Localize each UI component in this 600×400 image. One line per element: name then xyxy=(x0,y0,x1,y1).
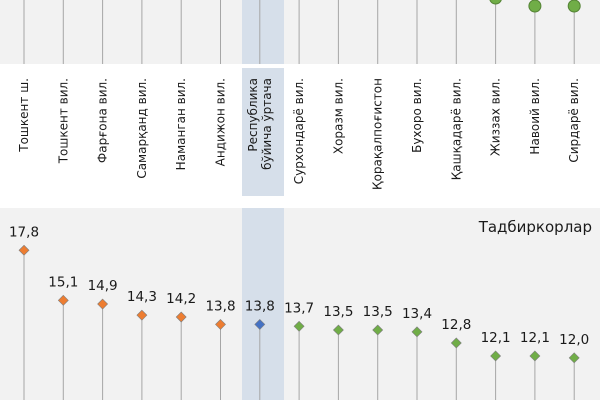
value-labels: 17,8 15,1 14,9 14,3 14,2 13,8 13,8 13,7 13,5 13,5… xyxy=(9,224,589,348)
category-labels: Тошкент ш. Тошкент вил. Фарғона вил. Самарқ… xyxy=(17,78,581,190)
data-marker xyxy=(254,319,266,330)
top-marker xyxy=(489,0,502,5)
data-marker xyxy=(490,350,502,362)
data-label: 12,0 xyxy=(559,332,589,348)
bottom-panel-stems xyxy=(23,250,575,400)
category-label: Бухоро вил. xyxy=(410,78,424,153)
category-label: Самарқанд вил. xyxy=(135,78,149,179)
average-highlight-bottom xyxy=(242,208,284,400)
category-label: Наманган вил. xyxy=(174,78,188,170)
data-label: 15,1 xyxy=(48,274,78,290)
category-label: Жиззах вил. xyxy=(489,78,503,156)
category-label: Андижон вил. xyxy=(214,78,228,166)
data-label: 13,8 xyxy=(205,298,235,314)
chart-title: Тадбиркорлар xyxy=(478,218,592,236)
data-label: 12,8 xyxy=(441,317,471,333)
top-panel-stems xyxy=(23,0,575,64)
category-label: Қорақалпоғистон xyxy=(371,78,385,190)
data-marker xyxy=(411,326,423,338)
data-label: 14,3 xyxy=(127,289,157,305)
bottom-panel-markers xyxy=(18,244,580,364)
category-label: Сирдарё вил. xyxy=(567,78,581,163)
data-label: 12,1 xyxy=(520,330,550,346)
top-panel-markers xyxy=(489,0,581,13)
data-label: 13,5 xyxy=(363,304,393,320)
category-label: Хоразм вил. xyxy=(331,78,345,154)
data-label: 17,8 xyxy=(9,224,39,240)
data-marker xyxy=(293,320,305,332)
data-label: 13,8 xyxy=(245,298,275,314)
data-marker xyxy=(529,350,541,362)
data-label: 13,5 xyxy=(323,304,353,320)
top-marker xyxy=(567,0,581,13)
data-marker xyxy=(97,298,109,310)
data-marker xyxy=(57,294,69,306)
data-marker xyxy=(332,324,344,336)
data-marker xyxy=(568,352,580,364)
data-marker xyxy=(372,324,384,336)
data-marker xyxy=(175,311,187,323)
data-label: 12,1 xyxy=(481,330,511,346)
average-highlight-top xyxy=(242,0,284,64)
category-label: Фарғона вил. xyxy=(96,78,110,163)
data-label: 14,9 xyxy=(88,278,118,294)
category-label: Республикабўйича ўртача xyxy=(246,78,274,170)
data-label: 13,7 xyxy=(284,300,314,316)
data-marker xyxy=(215,319,226,330)
category-label: Қашқадарё вил. xyxy=(449,78,463,180)
category-label: Навоий вил. xyxy=(528,78,542,155)
data-marker xyxy=(18,244,30,256)
category-label: Тошкент вил. xyxy=(56,78,70,164)
data-label: 13,4 xyxy=(402,306,432,322)
data-marker xyxy=(450,337,462,349)
data-label: 14,2 xyxy=(166,291,196,307)
data-marker xyxy=(136,309,148,321)
top-marker xyxy=(528,0,542,13)
average-highlight-labels xyxy=(242,68,284,196)
top-panel-background xyxy=(0,0,600,64)
category-label: Сурхондарё вил. xyxy=(292,78,306,184)
category-label: Тошкент ш. xyxy=(17,78,31,153)
